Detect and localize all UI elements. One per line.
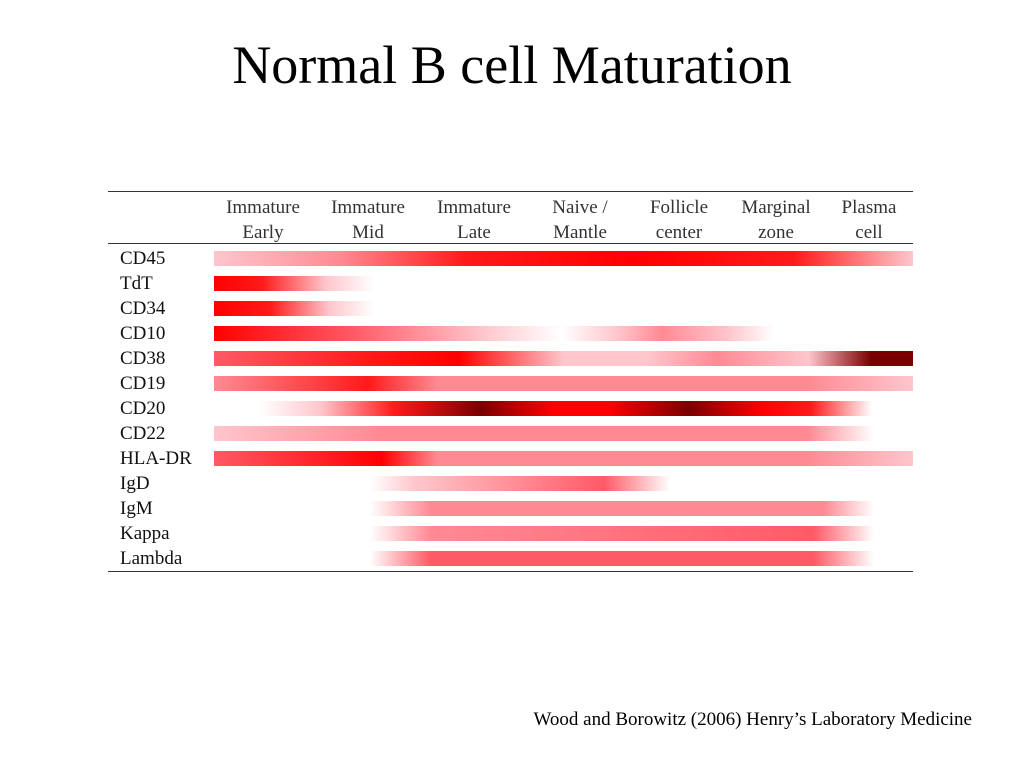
column-header-naive-mantle: Naive / Mantle bbox=[530, 195, 630, 245]
column-header-line2: Mantle bbox=[553, 222, 607, 243]
column-header-follicle-center: Follicle center bbox=[629, 195, 729, 245]
row-label-cd22: CD22 bbox=[120, 423, 166, 444]
column-header-line1: Immature bbox=[437, 197, 511, 218]
row-label-hla-dr: HLA-DR bbox=[120, 448, 192, 469]
row-label-cd45: CD45 bbox=[120, 248, 166, 269]
row-label-cd20: CD20 bbox=[120, 398, 166, 419]
column-header-line1: Immature bbox=[226, 197, 300, 218]
expression-bar-cd19 bbox=[214, 376, 913, 391]
column-header-line2: Mid bbox=[352, 222, 384, 243]
expression-bar-cd20 bbox=[260, 401, 872, 416]
row-label-igm: IgM bbox=[120, 498, 153, 519]
expression-bar-tdt bbox=[214, 276, 374, 291]
table-header-rule bbox=[108, 243, 913, 244]
table-top-rule bbox=[108, 191, 913, 192]
column-header-line1: Plasma bbox=[841, 197, 897, 218]
row-label-cd10: CD10 bbox=[120, 323, 166, 344]
row-label-cd34: CD34 bbox=[120, 298, 166, 319]
slide-title: Normal B cell Maturation bbox=[232, 35, 792, 95]
expression-bar-lambda bbox=[370, 551, 874, 566]
expression-bar-kappa bbox=[370, 526, 874, 541]
row-label-kappa: Kappa bbox=[120, 523, 170, 544]
row-label-cd19: CD19 bbox=[120, 373, 166, 394]
row-label-cd38: CD38 bbox=[120, 348, 166, 369]
expression-bar-cd22 bbox=[214, 426, 874, 441]
expression-bar-cd10 bbox=[214, 326, 774, 341]
column-header-marginal-zone: Marginal zone bbox=[726, 195, 826, 245]
column-header-line1: Follicle bbox=[649, 197, 709, 218]
column-header-plasma-cell: Plasma cell bbox=[819, 195, 919, 245]
row-label-tdt: TdT bbox=[120, 273, 153, 294]
row-label-igd: IgD bbox=[120, 473, 150, 494]
column-header-line2: center bbox=[655, 222, 703, 243]
column-header-line2: zone bbox=[758, 222, 794, 243]
column-header-line2: cell bbox=[855, 222, 883, 243]
column-header-immature-late: Immature Late bbox=[424, 195, 524, 245]
expression-bar-hla-dr bbox=[214, 451, 913, 466]
column-header-line2: Late bbox=[457, 222, 491, 243]
expression-bar-igd bbox=[370, 476, 670, 491]
table-bottom-rule bbox=[108, 571, 913, 572]
row-label-lambda: Lambda bbox=[120, 548, 183, 569]
column-header-line2: Early bbox=[242, 222, 284, 243]
expression-bar-cd34 bbox=[214, 301, 374, 316]
expression-bar-igm bbox=[370, 501, 874, 516]
column-header-line1: Immature bbox=[331, 197, 405, 218]
column-header-line1: Marginal bbox=[741, 197, 811, 218]
expression-bar-cd45 bbox=[214, 251, 913, 266]
column-header-line1: Naive / bbox=[552, 197, 608, 218]
column-header-immature-early: Immature Early bbox=[213, 195, 313, 245]
expression-bar-cd38 bbox=[214, 351, 913, 366]
column-header-immature-mid: Immature Mid bbox=[318, 195, 418, 245]
citation-text: Wood and Borowitz (2006) Henry’s Laborat… bbox=[533, 709, 972, 730]
